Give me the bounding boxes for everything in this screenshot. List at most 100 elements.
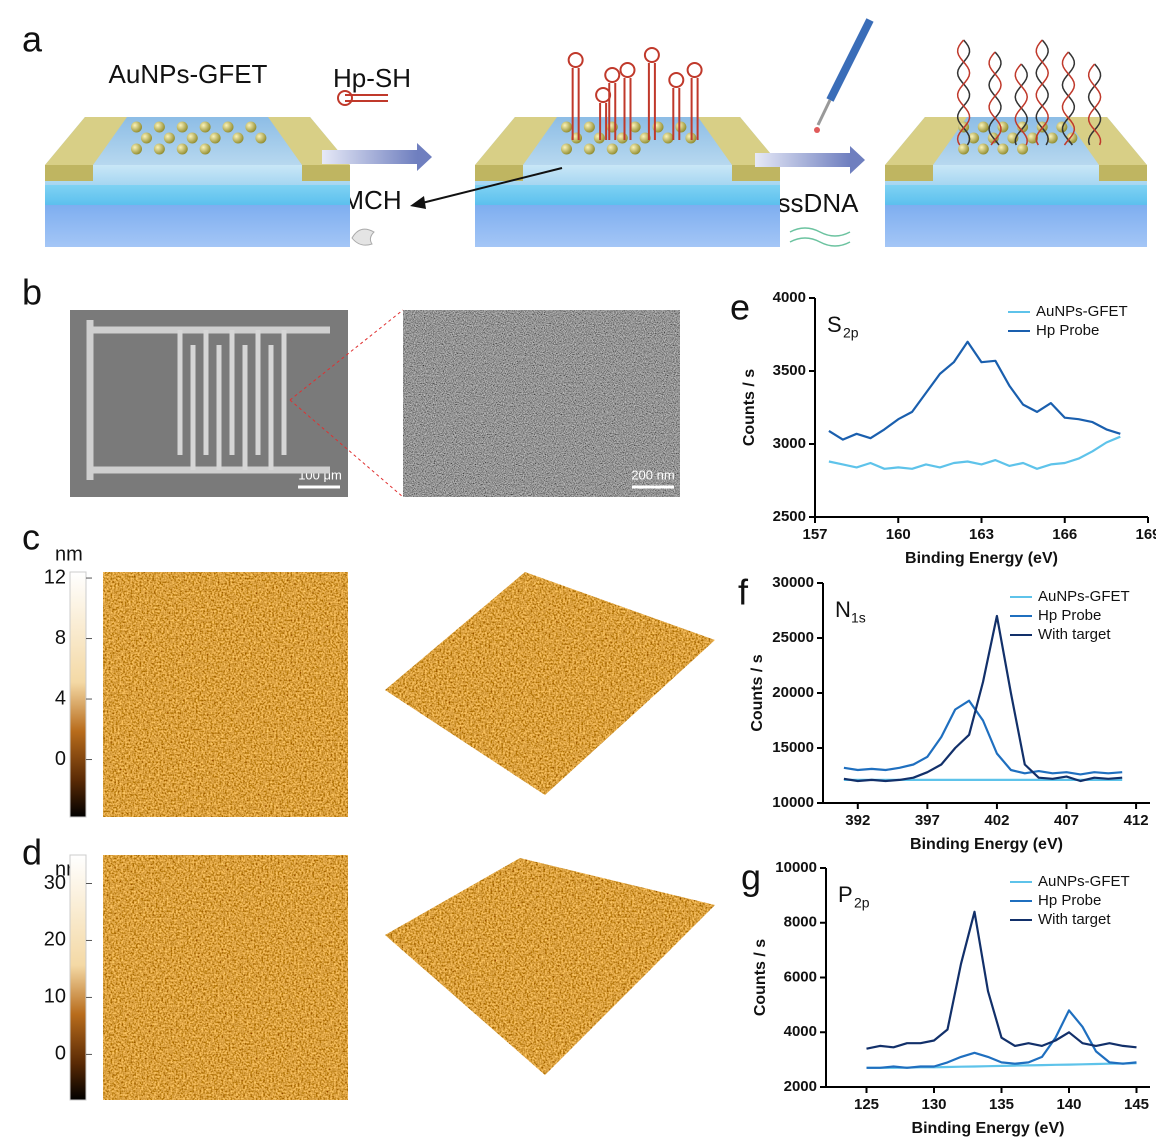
y-tick-label: 4000 xyxy=(784,1023,817,1040)
colorbar xyxy=(70,572,86,817)
gold-nanoparticle xyxy=(561,144,572,155)
gold-nanoparticle xyxy=(1007,133,1018,144)
x-tick-label: 160 xyxy=(886,526,911,543)
electrode xyxy=(732,165,780,181)
x-axis-label: Binding Energy (eV) xyxy=(912,1120,1065,1137)
pipette-tip xyxy=(818,100,830,125)
chart-title: P xyxy=(838,882,853,907)
x-tick-label: 140 xyxy=(1056,1096,1081,1113)
electrode xyxy=(1099,165,1147,181)
series-line xyxy=(867,912,1137,1049)
hairpin-loop xyxy=(621,63,635,77)
afm-3d-surface xyxy=(385,858,715,1075)
panel-label: e xyxy=(730,287,750,328)
blocker-label: MCH xyxy=(342,185,401,215)
y-tick-label: 4000 xyxy=(773,289,806,306)
panel-label: b xyxy=(22,272,42,313)
gold-nanoparticle xyxy=(210,133,221,144)
x-tick-label: 157 xyxy=(802,526,827,543)
y-axis-label: Counts / s xyxy=(752,939,769,1016)
y-tick-label: 6000 xyxy=(784,968,817,985)
legend-label: Hp Probe xyxy=(1038,892,1101,909)
gold-nanoparticle xyxy=(200,144,211,155)
panel-label: f xyxy=(738,572,749,613)
colorbar-tick-label: 0 xyxy=(55,1043,66,1065)
gold-nanoparticle xyxy=(154,144,165,155)
hairpin-loop xyxy=(688,63,702,77)
colorbar-tick-label: 4 xyxy=(55,687,66,709)
gold-nanoparticle xyxy=(630,144,641,155)
colorbar-tick-label: 20 xyxy=(44,929,66,951)
target-label: ssDNA xyxy=(778,188,860,218)
series-line xyxy=(829,342,1120,440)
pipette xyxy=(830,20,870,100)
x-tick-label: 145 xyxy=(1124,1096,1149,1113)
oxide-layer xyxy=(475,185,780,205)
legend-label: Hp Probe xyxy=(1038,607,1101,624)
probe-label: Hp-SH xyxy=(333,63,411,93)
device-label: AuNPs-GFET xyxy=(109,59,268,89)
legend-label: AuNPs-GFET xyxy=(1038,873,1130,890)
chart-title: N xyxy=(835,597,851,622)
gold-nanoparticle xyxy=(200,122,211,133)
gold-nanoparticle xyxy=(997,144,1008,155)
y-tick-label: 25000 xyxy=(772,629,814,646)
oxide-layer xyxy=(885,185,1147,205)
electrode xyxy=(302,165,350,181)
gold-nanoparticle xyxy=(245,122,256,133)
ssdna-icon xyxy=(790,228,850,246)
y-axis-label: Counts / s xyxy=(749,654,766,731)
x-tick-label: 163 xyxy=(969,526,994,543)
hairpin-loop xyxy=(596,88,610,102)
chart-title-subscript: 2p xyxy=(843,325,859,341)
panel-label: d xyxy=(22,832,42,873)
unit-label: nm xyxy=(55,543,83,565)
gold-nanoparticle xyxy=(584,144,595,155)
substrate-layer xyxy=(475,205,780,247)
x-tick-label: 407 xyxy=(1054,812,1079,829)
gold-nanoparticle xyxy=(584,122,595,133)
series-line xyxy=(844,701,1122,775)
afm-image xyxy=(103,572,348,817)
y-tick-label: 8000 xyxy=(784,914,817,931)
gold-nanoparticle xyxy=(131,122,142,133)
gold-nanoparticle xyxy=(1056,122,1067,133)
gold-nanoparticle xyxy=(617,133,628,144)
gold-nanoparticle xyxy=(958,144,969,155)
gold-nanoparticle xyxy=(675,122,686,133)
y-tick-label: 2500 xyxy=(773,508,806,525)
panel-label: a xyxy=(22,19,43,60)
panel-label: g xyxy=(741,857,761,898)
x-tick-label: 397 xyxy=(915,812,940,829)
series-line xyxy=(829,437,1120,469)
process-arrow xyxy=(322,150,417,164)
hairpin-loop xyxy=(569,53,583,67)
y-axis-label: Counts / s xyxy=(741,369,758,446)
x-tick-label: 135 xyxy=(989,1096,1014,1113)
x-axis-label: Binding Energy (eV) xyxy=(910,836,1063,853)
afm-3d-surface xyxy=(385,572,715,795)
x-tick-label: 166 xyxy=(1052,526,1077,543)
electrode xyxy=(885,165,933,181)
colorbar-tick-label: 10 xyxy=(44,986,66,1008)
y-tick-label: 30000 xyxy=(772,574,814,591)
legend-label: AuNPs-GFET xyxy=(1038,588,1130,605)
x-tick-label: 169 xyxy=(1135,526,1156,543)
afm-image xyxy=(103,855,348,1100)
gold-nanoparticle xyxy=(177,144,188,155)
gold-nanoparticle xyxy=(177,122,188,133)
gold-nanoparticle xyxy=(154,122,165,133)
gold-nanoparticle xyxy=(223,122,234,133)
electrode xyxy=(45,165,93,181)
mch-icon xyxy=(352,229,374,245)
substrate-layer xyxy=(885,205,1147,247)
gold-nanoparticle xyxy=(164,133,175,144)
gold-nanoparticle xyxy=(233,133,244,144)
y-tick-label: 3000 xyxy=(773,435,806,452)
legend-label: With target xyxy=(1038,911,1111,928)
gold-nanoparticle xyxy=(187,133,198,144)
x-tick-label: 412 xyxy=(1124,812,1149,829)
chart-title: S xyxy=(827,312,842,337)
x-tick-label: 402 xyxy=(984,812,1009,829)
hairpin-icon xyxy=(338,91,352,105)
